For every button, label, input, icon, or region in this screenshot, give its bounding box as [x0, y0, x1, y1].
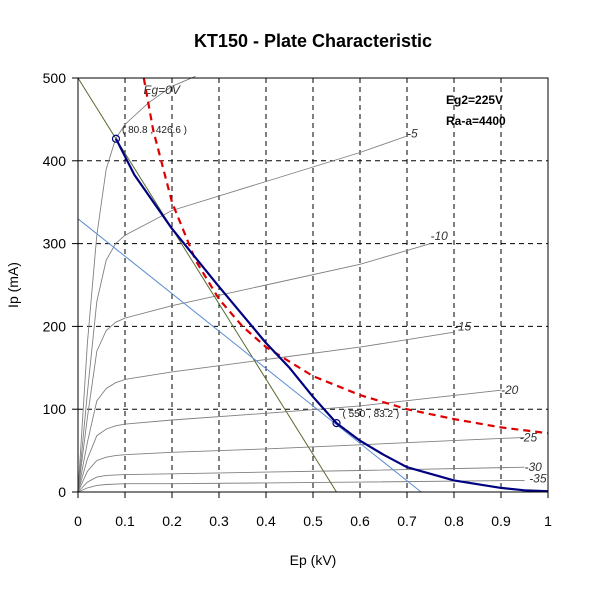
param-ra-a: Ra-a=4400 — [446, 114, 506, 128]
x-tick-label: 0.5 — [303, 513, 323, 529]
x-tick-label: 0.8 — [444, 513, 464, 529]
y-tick-label: 400 — [43, 153, 67, 169]
y-tick-label: 0 — [58, 484, 66, 500]
grid-curve-line — [77, 135, 408, 493]
grid-curve-line — [77, 479, 525, 493]
x-tick-label: 0.2 — [162, 513, 182, 529]
y-tick-label: 200 — [43, 318, 67, 334]
grid-curve-label: -30 — [525, 460, 543, 474]
grid-curve-line — [77, 75, 196, 493]
y-tick-label: 100 — [43, 401, 67, 417]
grid-curve-label: -20 — [501, 383, 519, 397]
y-axis-label: Ip (mA) — [5, 262, 21, 308]
x-tick-label: 1 — [544, 513, 552, 529]
grid-curve-label: Eg=0V — [144, 83, 181, 97]
grid-curve-line — [77, 243, 431, 493]
x-tick-label: 0 — [74, 513, 82, 529]
x-tick-label: 0.4 — [256, 513, 276, 529]
operating-point-label: ( 80.8 , 426.6 ) — [122, 125, 187, 136]
operating-point-marker — [111, 134, 121, 143]
x-tick-label: 0.9 — [491, 513, 511, 529]
x-tick-label: 0.3 — [209, 513, 229, 529]
chart-title: KT150 - Plate Characteristic — [194, 31, 432, 51]
grid-curve-line — [77, 331, 455, 493]
load-line — [77, 218, 422, 493]
param-eg2: Eg2=225V — [446, 93, 503, 107]
y-tick-label: 300 — [43, 236, 67, 252]
grid-curve-line — [77, 436, 525, 493]
load-curve — [115, 138, 549, 493]
y-tick-label: 500 — [43, 70, 67, 86]
grid-curve-line — [77, 389, 502, 493]
grid-curve-label: -5 — [407, 126, 418, 140]
grid-curve-label: -25 — [520, 430, 538, 444]
operating-point-label: ( 550 , 83.2 ) — [343, 409, 400, 420]
grid-lines — [78, 78, 548, 492]
grid-curve-line — [77, 466, 525, 493]
x-axis-label: Ep (kV) — [290, 552, 337, 568]
grid-curve-label: -15 — [454, 319, 472, 333]
x-tick-label: 0.6 — [350, 513, 370, 529]
grid-curve-label: -35 — [529, 471, 547, 485]
max-dissipation-curve — [142, 77, 549, 435]
series-layer: Eg=0V -5 -10 -15 -20 -25 -30-35 ( 80.8 , 426.6 … — [77, 75, 549, 493]
x-tick-label: 0.7 — [397, 513, 417, 529]
axis-ticks: 0 0.1 0.2 0.3 0.4 0.5 0.6 0.7 0.8 0.9 1 0 100 200 300 4… — [43, 70, 552, 529]
grid-curve-label: -10 — [431, 229, 449, 243]
operating-point-marker — [332, 419, 341, 428]
x-tick-label: 0.1 — [115, 513, 135, 529]
